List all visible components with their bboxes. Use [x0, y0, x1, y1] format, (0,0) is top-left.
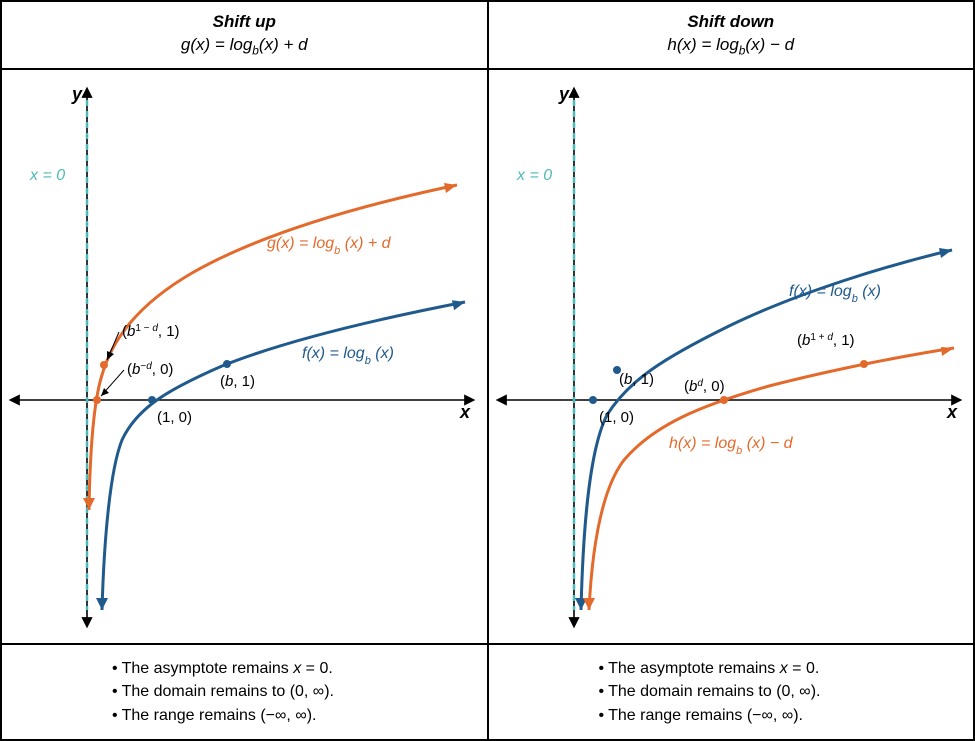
x-axis-label: x — [459, 402, 471, 422]
footer-bullet: The domain remains to (0, ∞). — [112, 680, 487, 703]
header-left-title: Shift up — [213, 11, 276, 34]
point-dot — [93, 396, 101, 404]
point-label: (1, 0) — [599, 409, 634, 426]
header-right-eq: h(x) = logb(x) − d — [667, 34, 794, 58]
footer-left: The asymptote remains x = 0. The domain … — [1, 644, 488, 740]
header-left-eq: g(x) = logb(x) + d — [181, 34, 308, 58]
point-dot — [223, 360, 231, 368]
footer-right: The asymptote remains x = 0. The domain … — [488, 644, 975, 740]
footer-bullet: The range remains (−∞, ∞). — [112, 704, 487, 727]
blue-curve — [581, 250, 952, 610]
blue-curve-label: f(x) = logb (x) — [302, 345, 394, 367]
asymptote-label: x = 0 — [29, 167, 65, 184]
orange-curve-label: h(x) = logb (x) − d — [669, 435, 794, 457]
point-dot — [589, 396, 597, 404]
x-axis-label: x — [946, 402, 958, 422]
chart-right: y x x = 0 (1, 0) (b, 1) f(x) = logb (x) … — [488, 69, 975, 644]
arrowhead-icon — [583, 598, 595, 610]
y-axis-label: y — [558, 84, 570, 104]
orange-curve-label: g(x) = logb (x) + d — [267, 235, 392, 257]
point-label: (1, 0) — [157, 409, 192, 426]
arrowhead-icon — [101, 388, 109, 396]
blue-curve — [102, 302, 465, 610]
point-label: (b, 1) — [220, 373, 255, 390]
arrowhead-icon — [83, 498, 95, 510]
footer-bullet: The asymptote remains x = 0. — [112, 657, 487, 680]
point-dot — [720, 396, 728, 404]
point-label: (b1 + d, 1) — [797, 332, 855, 350]
arrowhead-icon — [96, 598, 108, 610]
point-dot — [148, 396, 156, 404]
asymptote-label: x = 0 — [516, 167, 552, 184]
header-left: Shift up g(x) = logb(x) + d — [1, 1, 488, 69]
y-axis-label: y — [71, 84, 83, 104]
footer-bullet: The range remains (−∞, ∞). — [599, 704, 974, 727]
point-label: (b, 1) — [619, 371, 654, 388]
point-dot — [860, 360, 868, 368]
point-label: (b1 − d, 1) — [122, 323, 180, 341]
header-right-title: Shift down — [687, 11, 774, 34]
blue-curve-label: f(x) = logb (x) — [789, 283, 881, 305]
point-label: (b−d, 0) — [127, 361, 173, 379]
header-right: Shift down h(x) = logb(x) − d — [488, 1, 975, 69]
arrowhead-icon — [941, 347, 954, 356]
point-label: (bd, 0) — [684, 378, 725, 396]
figure-grid: Shift up g(x) = logb(x) + d Shift down h… — [0, 0, 975, 741]
footer-bullet: The domain remains to (0, ∞). — [599, 680, 974, 703]
footer-bullet: The asymptote remains x = 0. — [599, 657, 974, 680]
chart-left: y x x = 0 (1, 0) (b, 1) f(x) = logb (x) … — [1, 69, 488, 644]
point-dot — [100, 361, 108, 369]
